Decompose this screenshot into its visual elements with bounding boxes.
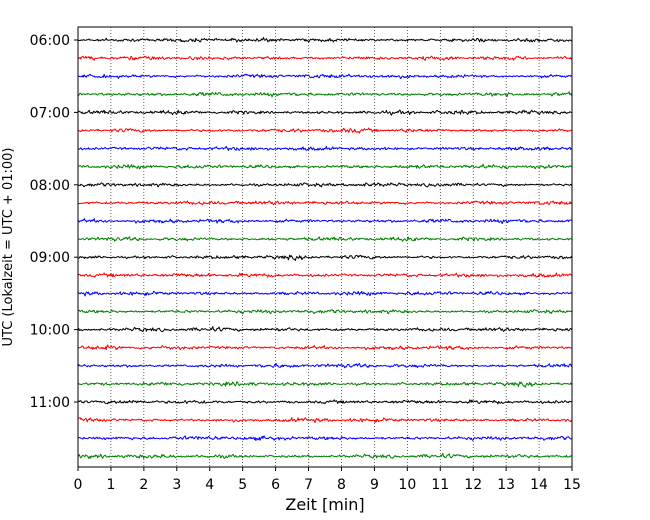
trace-08-00 [77, 182, 573, 188]
trace-06-15 [77, 55, 573, 61]
y-tick-label-11:00: 11:00 [30, 395, 70, 411]
x-axis-label: Zeit [min] [285, 495, 364, 514]
trace-09-30 [77, 290, 573, 297]
trace-10-45 [77, 381, 573, 388]
trace-08-45 [78, 236, 573, 242]
x-tick-label-3: 3 [172, 477, 181, 493]
plot-frame [77, 26, 573, 468]
trace-06-00 [77, 36, 573, 43]
y-axis: 06:00 07:00 08:00 09:00 10:00 11:00 [30, 33, 78, 411]
trace-10-30 [77, 363, 573, 369]
trace-09-45 [77, 309, 573, 315]
trace-11-00 [77, 399, 573, 405]
x-tick-label-11: 11 [431, 477, 449, 493]
trace-09-00 [77, 254, 573, 261]
trace-07-30 [77, 145, 573, 152]
x-axis: 0 1 2 3 4 5 6 7 8 9 10 11 12 13 14 15 [74, 467, 581, 493]
trace-11-45 [77, 452, 573, 459]
y-tick-label-10:00: 10:00 [30, 323, 70, 339]
x-tick-label-12: 12 [464, 477, 482, 493]
trace-10-00 [77, 326, 573, 333]
x-tick-label-10: 10 [398, 477, 416, 493]
x-tick-label-7: 7 [304, 477, 313, 493]
trace-11-30 [77, 435, 573, 442]
x-tick-label-8: 8 [337, 477, 346, 493]
trace-group [77, 36, 573, 459]
trace-08-15 [77, 200, 573, 206]
x-tick-label-5: 5 [238, 477, 247, 493]
trace-10-15 [77, 344, 573, 351]
trace-07-00 [77, 109, 573, 116]
y-tick-label-07:00: 07:00 [30, 105, 70, 121]
trace-06-45 [77, 91, 573, 98]
trace-07-15 [77, 127, 573, 134]
x-tick-label-1: 1 [106, 477, 115, 493]
trace-08-30 [77, 218, 573, 225]
x-tick-label-2: 2 [139, 477, 148, 493]
y-tick-label-08:00: 08:00 [30, 178, 70, 194]
x-tick-label-9: 9 [370, 477, 379, 493]
y-tick-label-06:00: 06:00 [30, 33, 70, 49]
trace-11-15 [77, 417, 573, 424]
x-tick-label-0: 0 [74, 477, 83, 493]
x-tick-label-14: 14 [530, 477, 548, 493]
y-axis-label: UTC (Lokalzeit = UTC + 01:00) [1, 148, 16, 347]
vertical-grid [110, 27, 540, 467]
x-tick-label-15: 15 [563, 477, 581, 493]
y-tick-label-09:00: 09:00 [30, 250, 70, 266]
x-tick-label-13: 13 [497, 477, 515, 493]
trace-09-15 [77, 272, 573, 278]
x-tick-label-4: 4 [205, 477, 214, 493]
trace-06-30 [77, 73, 573, 80]
x-tick-label-6: 6 [271, 477, 280, 493]
trace-07-45 [77, 163, 573, 170]
